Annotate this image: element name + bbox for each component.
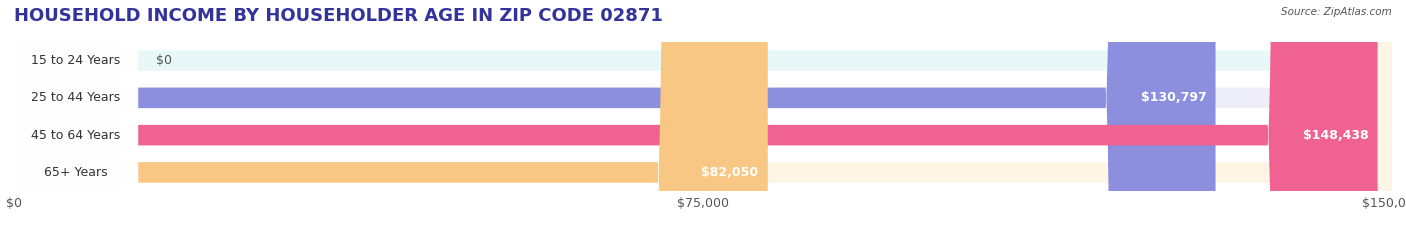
FancyBboxPatch shape (14, 0, 768, 233)
Text: 45 to 64 Years: 45 to 64 Years (31, 129, 121, 142)
Text: 15 to 24 Years: 15 to 24 Years (31, 54, 121, 67)
Text: $0: $0 (156, 54, 173, 67)
FancyBboxPatch shape (14, 0, 1378, 233)
Text: 65+ Years: 65+ Years (44, 166, 108, 179)
Text: HOUSEHOLD INCOME BY HOUSEHOLDER AGE IN ZIP CODE 02871: HOUSEHOLD INCOME BY HOUSEHOLDER AGE IN Z… (14, 7, 664, 25)
FancyBboxPatch shape (14, 0, 138, 233)
FancyBboxPatch shape (14, 0, 1392, 233)
FancyBboxPatch shape (14, 0, 1392, 233)
Text: $148,438: $148,438 (1303, 129, 1368, 142)
FancyBboxPatch shape (14, 0, 1392, 233)
Text: Source: ZipAtlas.com: Source: ZipAtlas.com (1281, 7, 1392, 17)
Text: 25 to 44 Years: 25 to 44 Years (31, 91, 121, 104)
Text: $130,797: $130,797 (1140, 91, 1206, 104)
FancyBboxPatch shape (14, 0, 1216, 233)
FancyBboxPatch shape (14, 0, 1392, 233)
Text: $82,050: $82,050 (702, 166, 759, 179)
FancyBboxPatch shape (14, 0, 138, 233)
FancyBboxPatch shape (14, 0, 138, 233)
FancyBboxPatch shape (14, 0, 138, 233)
